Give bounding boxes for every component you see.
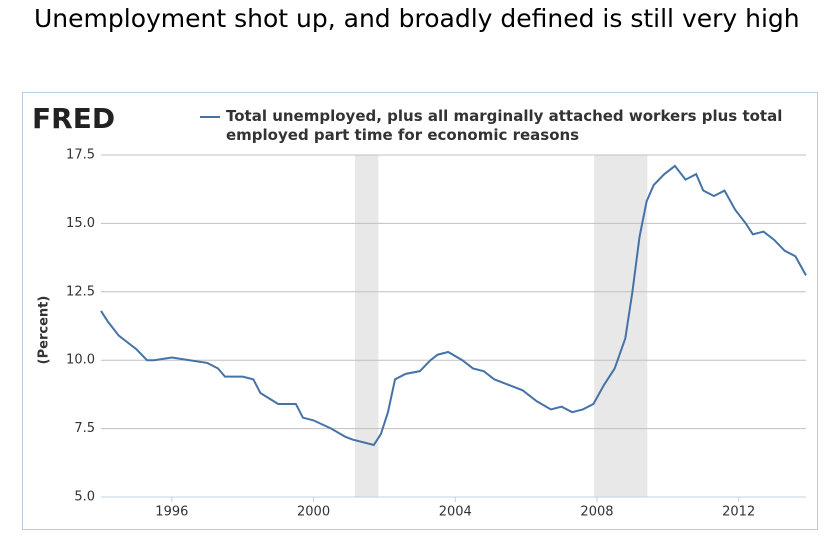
legend-swatch: [200, 116, 220, 118]
y-tick-label: 15.0: [66, 216, 95, 231]
recession-band: [355, 155, 379, 497]
x-tick-label: 2000: [297, 505, 330, 520]
data-line: [100, 164, 807, 447]
x-tick-label: 2012: [722, 505, 755, 520]
recession-band: [594, 155, 648, 497]
x-tick-label: 1996: [155, 505, 188, 520]
fred-logo: FRED: [32, 102, 115, 135]
y-tick-label: 7.5: [74, 421, 95, 436]
chart-frame: [22, 92, 818, 530]
legend: Total unemployed, plus all marginally at…: [200, 107, 816, 145]
y-tick-label: 5.0: [74, 490, 95, 505]
y-tick-label: 17.5: [66, 148, 95, 163]
page-title: Unemployment shot up, and broadly define…: [34, 4, 800, 33]
x-tick-label: 2008: [580, 505, 613, 520]
legend-label: Total unemployed, plus all marginally at…: [226, 107, 783, 144]
y-axis-label: (Percent): [37, 296, 52, 365]
y-tick-label: 10.0: [66, 353, 95, 368]
x-tick-label: 2004: [439, 505, 472, 520]
y-tick-label: 12.5: [66, 284, 95, 299]
